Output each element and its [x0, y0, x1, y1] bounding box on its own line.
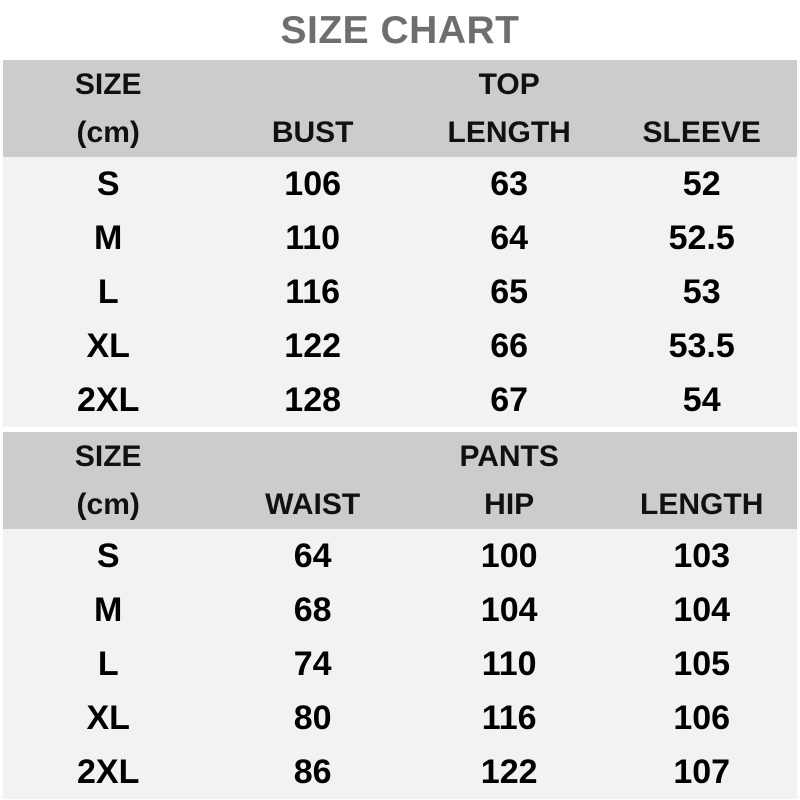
hip-cell: 104: [411, 583, 607, 637]
top-header-unit: (cm): [3, 109, 214, 157]
size-cell: L: [3, 265, 214, 319]
length-cell: 103: [606, 529, 797, 583]
bust-cell: 116: [213, 265, 412, 319]
top-header-row-group: SIZE TOP: [3, 60, 797, 109]
sleeve-cell: 54: [606, 373, 797, 427]
table-row: XL 122 66 53.5: [3, 319, 797, 373]
pants-measurements-section: SIZE PANTS (cm) WAIST HIP LENGTH S 64 10…: [0, 432, 800, 799]
bust-cell: 122: [213, 319, 412, 373]
table-row: L 116 65 53: [3, 265, 797, 319]
bust-cell: 106: [213, 157, 412, 211]
top-header-spacer: [213, 60, 412, 109]
length-cell: 105: [606, 637, 797, 691]
table-row: S 64 100 103: [3, 529, 797, 583]
size-cell: M: [3, 211, 214, 265]
size-cell: 2XL: [3, 745, 214, 799]
pants-header-length: LENGTH: [606, 481, 797, 529]
waist-cell: 68: [213, 583, 412, 637]
top-header-length: LENGTH: [411, 109, 607, 157]
section-divider: [0, 427, 800, 432]
chart-title-bar: SIZE CHART: [0, 0, 800, 60]
page-title: SIZE CHART: [280, 8, 520, 52]
hip-cell: 100: [411, 529, 607, 583]
table-row: XL 80 116 106: [3, 691, 797, 745]
pants-header-spacer: [213, 432, 412, 481]
length-cell: 67: [411, 373, 607, 427]
pants-header-unit: (cm): [3, 481, 214, 529]
top-header-sleeve: SLEEVE: [606, 109, 797, 157]
length-cell: 107: [606, 745, 797, 799]
size-cell: S: [3, 157, 214, 211]
sleeve-cell: 52.5: [606, 211, 797, 265]
sleeve-cell: 53.5: [606, 319, 797, 373]
size-cell: L: [3, 637, 214, 691]
size-cell: XL: [3, 319, 214, 373]
size-cell: S: [3, 529, 214, 583]
waist-cell: 64: [213, 529, 412, 583]
waist-cell: 80: [213, 691, 412, 745]
table-row: 2XL 128 67 54: [3, 373, 797, 427]
pants-header-spacer-right: [606, 432, 797, 481]
pants-size-table: SIZE PANTS (cm) WAIST HIP LENGTH S 64 10…: [3, 432, 797, 799]
length-cell: 104: [606, 583, 797, 637]
top-column-header-row: (cm) BUST LENGTH SLEEVE: [3, 109, 797, 157]
waist-cell: 86: [213, 745, 412, 799]
bust-cell: 128: [213, 373, 412, 427]
pants-header-size-label: SIZE: [3, 432, 214, 481]
length-cell: 63: [411, 157, 607, 211]
top-header-spacer-right: [606, 60, 797, 109]
length-cell: 66: [411, 319, 607, 373]
sleeve-cell: 52: [606, 157, 797, 211]
length-cell: 106: [606, 691, 797, 745]
table-row: S 106 63 52: [3, 157, 797, 211]
top-header-bust: BUST: [213, 109, 412, 157]
table-row: M 110 64 52.5: [3, 211, 797, 265]
hip-cell: 122: [411, 745, 607, 799]
size-cell: M: [3, 583, 214, 637]
length-cell: 64: [411, 211, 607, 265]
top-header-size-label: SIZE: [3, 60, 214, 109]
length-cell: 65: [411, 265, 607, 319]
table-row: L 74 110 105: [3, 637, 797, 691]
hip-cell: 110: [411, 637, 607, 691]
sleeve-cell: 53: [606, 265, 797, 319]
pants-header-waist: WAIST: [213, 481, 412, 529]
pants-header-row-group: SIZE PANTS: [3, 432, 797, 481]
pants-column-header-row: (cm) WAIST HIP LENGTH: [3, 481, 797, 529]
size-cell: 2XL: [3, 373, 214, 427]
top-size-table: SIZE TOP (cm) BUST LENGTH SLEEVE S 106 6…: [3, 60, 797, 427]
top-group-label: TOP: [411, 60, 607, 109]
top-measurements-section: SIZE TOP (cm) BUST LENGTH SLEEVE S 106 6…: [0, 60, 800, 427]
waist-cell: 74: [213, 637, 412, 691]
pants-header-hip: HIP: [411, 481, 607, 529]
hip-cell: 116: [411, 691, 607, 745]
table-row: 2XL 86 122 107: [3, 745, 797, 799]
bust-cell: 110: [213, 211, 412, 265]
pants-group-label: PANTS: [411, 432, 607, 481]
size-cell: XL: [3, 691, 214, 745]
table-row: M 68 104 104: [3, 583, 797, 637]
